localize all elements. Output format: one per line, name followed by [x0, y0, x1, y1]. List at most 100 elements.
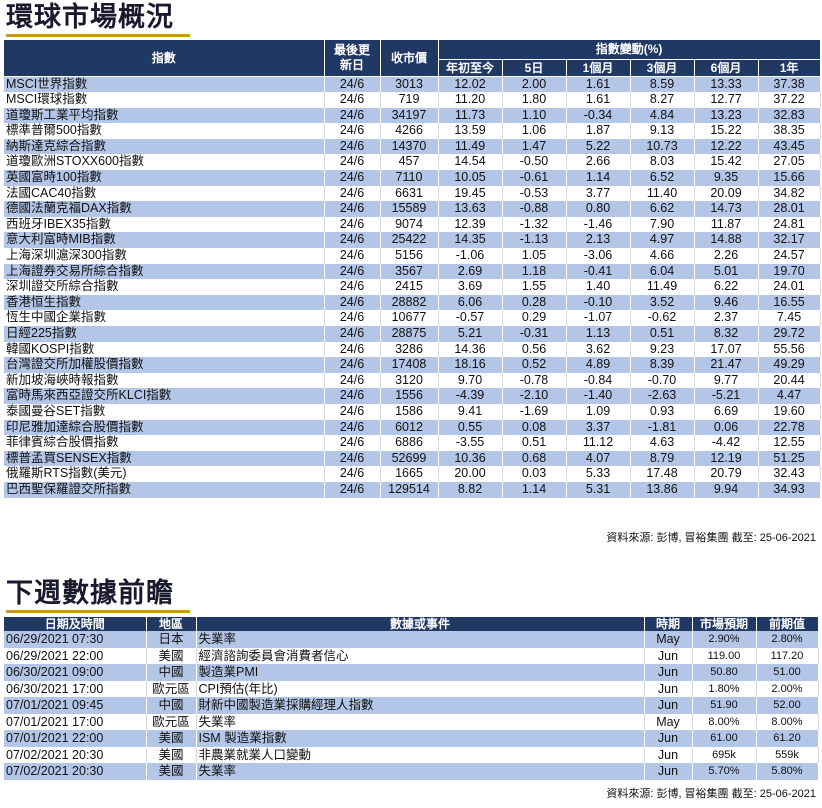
cell-index-name: 納斯達克綜合指數 — [4, 138, 325, 155]
cell-close: 7110 — [380, 170, 439, 186]
calendar-row: 06/29/2021 22:00 美國 經濟諮詢委員會消費者信心 Jun 119.00 1… — [4, 647, 819, 664]
market-row: 西班牙IBEX35指數 24/6 9074 12.39 -1.32 -1.46 7.90 11… — [4, 216, 821, 233]
cell-3m: -0.70 — [630, 372, 695, 389]
calendar-row: 07/02/2021 20:30 美國 非農業就業人口變動 Jun 695k 559k — [4, 746, 819, 763]
cell-1m: -1.07 — [566, 310, 631, 326]
cell-3m: 4.97 — [630, 232, 695, 249]
cell-last-update: 24/6 — [324, 76, 381, 93]
cell-last-update: 24/6 — [324, 481, 381, 498]
cell-1m: -0.41 — [566, 263, 631, 280]
calendar-row: 07/01/2021 22:00 美國 ISM 製造業指數 Jun 61.00 61.20 — [4, 730, 819, 747]
cell-1y: 24.57 — [758, 248, 821, 264]
cell-forecast: 2.90% — [692, 631, 757, 648]
cell-1m: -0.10 — [566, 294, 631, 311]
cell-close: 719 — [380, 92, 439, 108]
cell-last-update: 24/6 — [324, 357, 381, 373]
cell-1y: 43.45 — [758, 138, 821, 155]
cell-1y: 34.82 — [758, 185, 821, 202]
cell-period: Jun — [644, 664, 693, 681]
cell-6m: -5.21 — [694, 388, 759, 404]
cell-1m: 1.61 — [566, 92, 631, 108]
header-close: 收市價 — [380, 40, 439, 77]
cell-ytd: 18.16 — [438, 357, 503, 373]
cell-6m: 14.88 — [694, 232, 759, 249]
cell-index-name: 韓國KOSPI指數 — [4, 341, 325, 358]
cell-forecast: 8.00% — [692, 713, 757, 730]
cell-1y: 19.70 — [758, 263, 821, 280]
cell-ytd: -1.06 — [438, 248, 503, 264]
cell-5d: 1.47 — [502, 138, 567, 155]
cell-region: 美國 — [146, 746, 197, 763]
cell-1y: 38.35 — [758, 123, 821, 139]
cell-3m: -2.63 — [630, 388, 695, 404]
cell-ytd: 13.63 — [438, 201, 503, 217]
cell-ytd: 11.73 — [438, 107, 503, 124]
cell-3m: 4.63 — [630, 435, 695, 451]
cell-1y: 29.72 — [758, 326, 821, 342]
cell-5d: 0.51 — [502, 435, 567, 451]
cell-1m: 1.13 — [566, 326, 631, 342]
cell-index-name: 英國富時100指數 — [4, 170, 325, 186]
cell-5d: -0.31 — [502, 326, 567, 342]
cell-datetime: 06/29/2021 22:00 — [4, 647, 147, 664]
cell-period: Jun — [644, 746, 693, 763]
cell-index-name: 泰國曼谷SET指數 — [4, 403, 325, 420]
cell-event: 非農業就業人口變動 — [196, 746, 645, 763]
calendar-row: 06/30/2021 09:00 中國 製造業PMI Jun 50.80 51.00 — [4, 664, 819, 681]
cell-previous: 117.20 — [756, 647, 819, 664]
cell-1m: 1.87 — [566, 123, 631, 139]
market-row: 標準普爾500指數 24/6 4266 13.59 1.06 1.87 9.13 15.22 3… — [4, 123, 821, 139]
cell-6m: 9.94 — [694, 481, 759, 498]
cell-5d: 1.55 — [502, 279, 567, 295]
calendar-row: 07/01/2021 09:45 中國 財新中國製造業採購經理人指數 Jun 51.90… — [4, 697, 819, 714]
cell-close: 28875 — [380, 326, 439, 342]
cell-period: May — [644, 631, 693, 648]
calendar-row: 06/30/2021 17:00 歐元區 CPI預估(年比) Jun 1.80% 2.00… — [4, 680, 819, 697]
cell-ytd: 11.49 — [438, 138, 503, 155]
cell-forecast: 1.80% — [692, 680, 757, 697]
header-change-group: 指數變動(%) — [438, 40, 821, 60]
cell-index-name: 上海深圳滬深300指數 — [4, 248, 325, 264]
cell-5d: 1.80 — [502, 92, 567, 108]
cell-3m: 0.51 — [630, 326, 695, 342]
cell-ytd: 5.21 — [438, 326, 503, 342]
cell-last-update: 24/6 — [324, 92, 381, 108]
cell-6m: 15.22 — [694, 123, 759, 139]
cell-6m: 5.01 — [694, 263, 759, 280]
cell-6m: 20.79 — [694, 466, 759, 482]
market-row: MSCI世界指數 24/6 3013 12.02 2.00 1.61 8.59 13.33 37… — [4, 76, 821, 93]
cell-last-update: 24/6 — [324, 154, 381, 171]
cell-1y: 20.44 — [758, 372, 821, 389]
cell-datetime: 06/30/2021 09:00 — [4, 664, 147, 681]
cell-previous: 8.00% — [756, 713, 819, 730]
market-row: 韓國KOSPI指數 24/6 3286 14.36 0.56 3.62 9.23 17.07 5… — [4, 341, 821, 358]
header-period: 時期 — [644, 617, 693, 631]
market-row: 巴西聖保羅證交所指數 24/6 129514 8.82 1.14 5.31 13.86 9.9… — [4, 481, 821, 498]
cell-5d: 1.10 — [502, 107, 567, 124]
cell-6m: 12.77 — [694, 92, 759, 108]
cell-5d: 0.29 — [502, 310, 567, 326]
cell-ytd: 9.41 — [438, 403, 503, 420]
cell-index-name: 新加坡海峽時報指數 — [4, 372, 325, 389]
calendar-table: 日期及時間 地區 數據或事件 時期 市場預期 前期值 06/29/2021 07… — [4, 617, 819, 780]
cell-last-update: 24/6 — [324, 310, 381, 326]
market-row: 菲律賓綜合股價指數 24/6 6886 -3.55 0.51 11.12 4.63 -4.42… — [4, 435, 821, 451]
cell-ytd: 14.35 — [438, 232, 503, 249]
market-overview-title: 環球市場概況 — [6, 2, 190, 37]
cell-previous: 559k — [756, 746, 819, 763]
cell-5d: -2.10 — [502, 388, 567, 404]
cell-1m: -3.06 — [566, 248, 631, 264]
cell-3m: -1.81 — [630, 419, 695, 436]
cell-close: 9074 — [380, 216, 439, 233]
cell-previous: 2.80% — [756, 631, 819, 648]
cell-region: 中國 — [146, 664, 197, 681]
cell-index-name: 道瓊歐洲STOXX600指數 — [4, 154, 325, 171]
cell-last-update: 24/6 — [324, 138, 381, 155]
cell-forecast: 695k — [692, 746, 757, 763]
cell-index-name: 菲律賓綜合股價指數 — [4, 435, 325, 451]
cell-1y: 19.60 — [758, 403, 821, 420]
cell-region: 歐元區 — [146, 713, 197, 730]
cell-1y: 24.01 — [758, 279, 821, 295]
cell-previous: 61.20 — [756, 730, 819, 747]
cell-period: Jun — [644, 697, 693, 714]
